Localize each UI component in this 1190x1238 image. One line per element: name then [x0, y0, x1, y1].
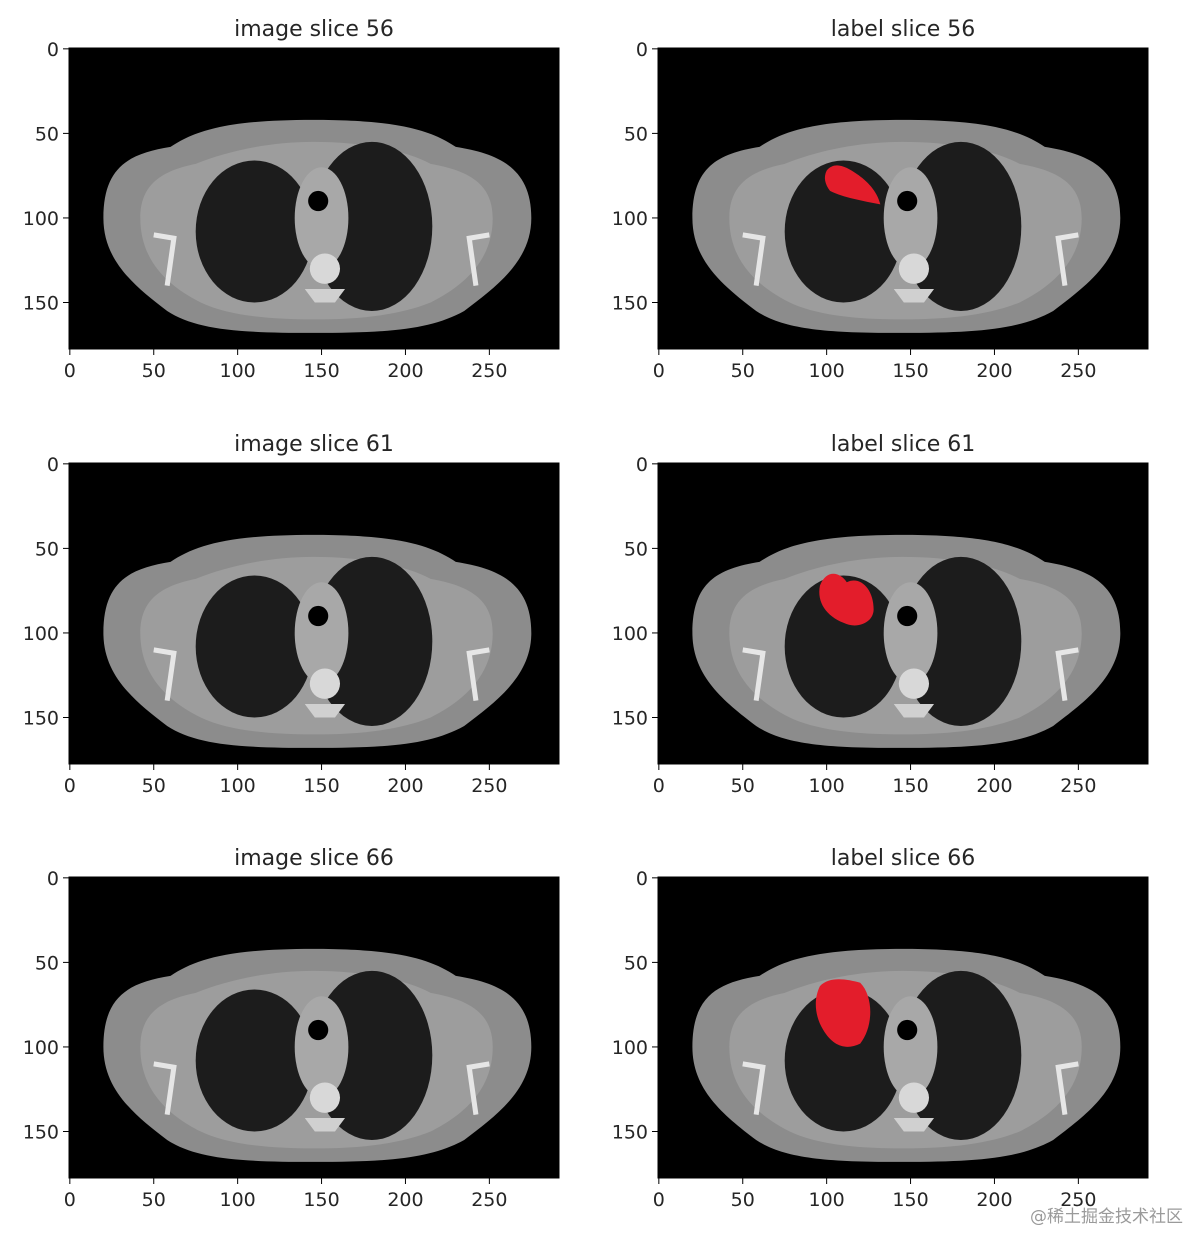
y-tick-label: 50 — [35, 952, 59, 974]
x-tick-label: 0 — [653, 1189, 665, 1211]
x-tick-label: 100 — [220, 1189, 256, 1211]
x-tick-label: 50 — [731, 360, 755, 382]
y-tick-label: 0 — [636, 454, 648, 476]
y-tick-label: 0 — [47, 454, 59, 476]
x-tick-label: 50 — [142, 775, 166, 797]
x-tick-label: 50 — [142, 1189, 166, 1211]
ct-image — [658, 463, 1148, 764]
x-tick-label: 200 — [387, 360, 423, 382]
x-tick-label: 100 — [220, 775, 256, 797]
ct-image — [69, 463, 559, 764]
x-tick-label: 250 — [1060, 775, 1096, 797]
y-tick-label: 150 — [23, 1121, 59, 1143]
y-tick-label: 0 — [636, 868, 648, 890]
x-tick-label: 150 — [303, 775, 339, 797]
y-tick-label: 150 — [612, 1121, 648, 1143]
x-tick-label: 0 — [653, 775, 665, 797]
y-tick-label: 100 — [23, 1037, 59, 1059]
x-tick-label: 50 — [731, 1189, 755, 1211]
y-tick-label: 0 — [636, 39, 648, 61]
x-tick-label: 250 — [471, 775, 507, 797]
x-tick-label: 150 — [303, 1189, 339, 1211]
x-tick-label: 150 — [892, 360, 928, 382]
y-tick-label: 150 — [23, 707, 59, 729]
y-tick-label: 50 — [624, 952, 648, 974]
x-tick-label: 250 — [471, 1189, 507, 1211]
x-tick-label: 200 — [976, 1189, 1012, 1211]
axes-title: label slice 56 — [831, 17, 976, 42]
x-tick-label: 200 — [387, 1189, 423, 1211]
x-tick-label: 0 — [64, 775, 76, 797]
y-tick-label: 100 — [612, 623, 648, 645]
x-tick-label: 50 — [731, 775, 755, 797]
x-tick-label: 200 — [976, 360, 1012, 382]
x-tick-label: 0 — [64, 360, 76, 382]
axes-title: label slice 61 — [831, 432, 976, 457]
x-tick-label: 100 — [809, 360, 845, 382]
x-tick-label: 150 — [892, 1189, 928, 1211]
y-tick-label: 100 — [612, 208, 648, 230]
y-tick-label: 50 — [35, 538, 59, 560]
ct-image — [69, 877, 559, 1178]
ct-image — [69, 48, 559, 349]
axes-frame — [657, 462, 1149, 765]
y-tick-label: 100 — [23, 208, 59, 230]
y-tick-label: 100 — [612, 1037, 648, 1059]
axes-frame — [68, 876, 560, 1179]
watermark: @稀土掘金技术社区 — [1030, 1207, 1183, 1227]
x-tick-label: 100 — [809, 1189, 845, 1211]
x-tick-label: 100 — [809, 775, 845, 797]
axes-frame — [657, 47, 1149, 350]
y-tick-label: 0 — [47, 39, 59, 61]
axes-title: label slice 66 — [831, 846, 976, 871]
x-tick-label: 0 — [653, 360, 665, 382]
y-tick-label: 150 — [23, 292, 59, 314]
x-tick-label: 250 — [1060, 360, 1096, 382]
x-tick-label: 50 — [142, 360, 166, 382]
x-tick-label: 250 — [1060, 1189, 1096, 1211]
y-tick-label: 50 — [35, 123, 59, 145]
x-tick-label: 150 — [892, 775, 928, 797]
y-tick-label: 150 — [612, 292, 648, 314]
ct-image — [658, 877, 1148, 1178]
axes-frame — [657, 876, 1149, 1179]
y-tick-label: 50 — [624, 123, 648, 145]
axes-title: image slice 56 — [234, 17, 394, 42]
ct-image — [658, 48, 1148, 349]
x-tick-label: 200 — [387, 775, 423, 797]
x-tick-label: 0 — [64, 1189, 76, 1211]
y-tick-label: 100 — [23, 623, 59, 645]
x-tick-label: 200 — [976, 775, 1012, 797]
y-tick-label: 50 — [624, 538, 648, 560]
x-tick-label: 100 — [220, 360, 256, 382]
x-tick-label: 250 — [471, 360, 507, 382]
y-tick-label: 0 — [47, 868, 59, 890]
axes-title: image slice 61 — [234, 432, 394, 457]
axes-frame — [68, 47, 560, 350]
axes-title: image slice 66 — [234, 846, 394, 871]
y-tick-label: 150 — [612, 707, 648, 729]
axes-frame — [68, 462, 560, 765]
x-tick-label: 150 — [303, 360, 339, 382]
